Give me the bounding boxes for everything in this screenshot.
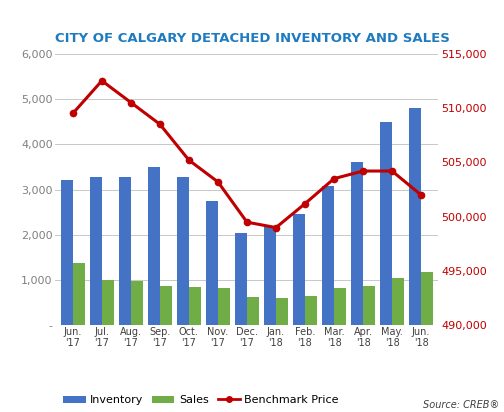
Bar: [322, 186, 334, 325]
Line: Benchmark Price: Benchmark Price: [70, 77, 424, 231]
Benchmark Price: [99, 78, 105, 83]
Legend: Inventory, Sales, Benchmark Price: Inventory, Sales, Benchmark Price: [59, 391, 343, 410]
Bar: [264, 226, 276, 325]
Text: Source: CREB®: Source: CREB®: [423, 400, 499, 410]
Bar: [235, 232, 247, 325]
Benchmark Price: [70, 111, 76, 116]
Bar: [131, 281, 143, 325]
Benchmark Price: [186, 158, 192, 163]
Bar: [392, 279, 404, 325]
Bar: [177, 177, 189, 325]
Bar: [293, 215, 305, 325]
Benchmark Price: [273, 225, 279, 230]
Benchmark Price: [360, 169, 366, 173]
Bar: [160, 286, 172, 325]
Bar: [90, 177, 102, 325]
Bar: [363, 286, 375, 325]
Bar: [60, 180, 73, 325]
Benchmark Price: [418, 192, 424, 197]
Bar: [305, 297, 317, 325]
Benchmark Price: [389, 169, 395, 173]
Bar: [218, 288, 230, 325]
Bar: [119, 177, 131, 325]
Bar: [380, 122, 392, 325]
Bar: [73, 263, 85, 325]
Bar: [247, 297, 259, 325]
Benchmark Price: [157, 122, 163, 127]
Bar: [148, 167, 160, 325]
Bar: [351, 162, 363, 325]
Text: CITY OF CALGARY DETACHED INVENTORY AND SALES: CITY OF CALGARY DETACHED INVENTORY AND S…: [55, 33, 450, 45]
Benchmark Price: [244, 220, 250, 225]
Bar: [206, 201, 218, 325]
Benchmark Price: [215, 180, 221, 185]
Benchmark Price: [302, 201, 308, 206]
Bar: [102, 280, 114, 325]
Bar: [409, 108, 421, 325]
Bar: [276, 298, 288, 325]
Bar: [421, 272, 433, 325]
Bar: [189, 286, 201, 325]
Bar: [334, 288, 346, 325]
Benchmark Price: [128, 100, 134, 105]
Benchmark Price: [331, 176, 337, 181]
